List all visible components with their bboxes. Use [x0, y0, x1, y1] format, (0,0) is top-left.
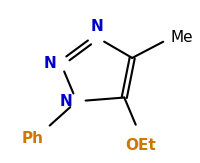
Text: N: N — [90, 19, 102, 34]
Text: OEt: OEt — [124, 138, 155, 153]
Text: N: N — [59, 94, 72, 109]
Text: Ph: Ph — [22, 132, 44, 147]
Text: N: N — [43, 56, 56, 71]
Text: Me: Me — [170, 30, 192, 45]
